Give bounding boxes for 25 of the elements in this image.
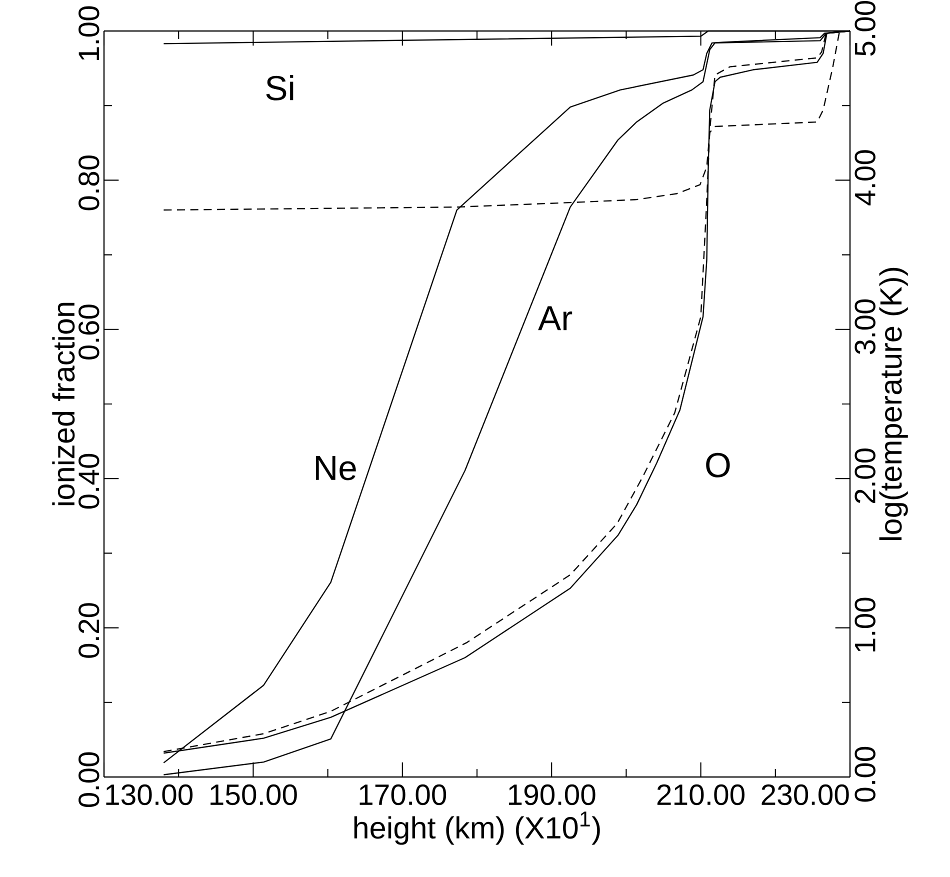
annotation: Ar (538, 306, 572, 330)
y-tick-label: 1.00 (78, 6, 100, 60)
x-tick-label: 170.00 (360, 784, 446, 806)
annotation: O (706, 452, 730, 478)
y-tick-label: 0.60 (78, 304, 100, 360)
y2-tick-label: 0.00 (854, 746, 876, 802)
x-tick-label: 130.00 (106, 784, 193, 806)
y-tick-label: 0.20 (78, 603, 100, 658)
y-axis-title: ionized fraction (52, 302, 75, 506)
annotation: Si (266, 74, 294, 100)
x-tick-label: 150.00 (210, 784, 297, 806)
y-tick-label: 0.00 (78, 752, 100, 808)
y2-tick-label: 4.00 (854, 150, 876, 206)
x-axis-title: height (km) (X10$^{1}$) (354, 812, 600, 845)
y2-axis-title: log(temperature (K)) (879, 268, 908, 540)
annotation: Ne (316, 456, 356, 480)
y-tick-label: 0.40 (78, 454, 100, 509)
y2-tick-label: 5.00 (854, 0, 876, 56)
x-tick-label: 190.00 (508, 784, 596, 806)
y2-tick-label: 3.00 (854, 299, 876, 354)
x-tick-label: 230.00 (762, 784, 849, 806)
y2-tick-label: 1.00 (854, 598, 876, 652)
y-tick-label: 0.80 (78, 155, 100, 210)
x-tick-label: 210.00 (657, 784, 744, 806)
y2-tick-label: 2.00 (854, 448, 876, 503)
